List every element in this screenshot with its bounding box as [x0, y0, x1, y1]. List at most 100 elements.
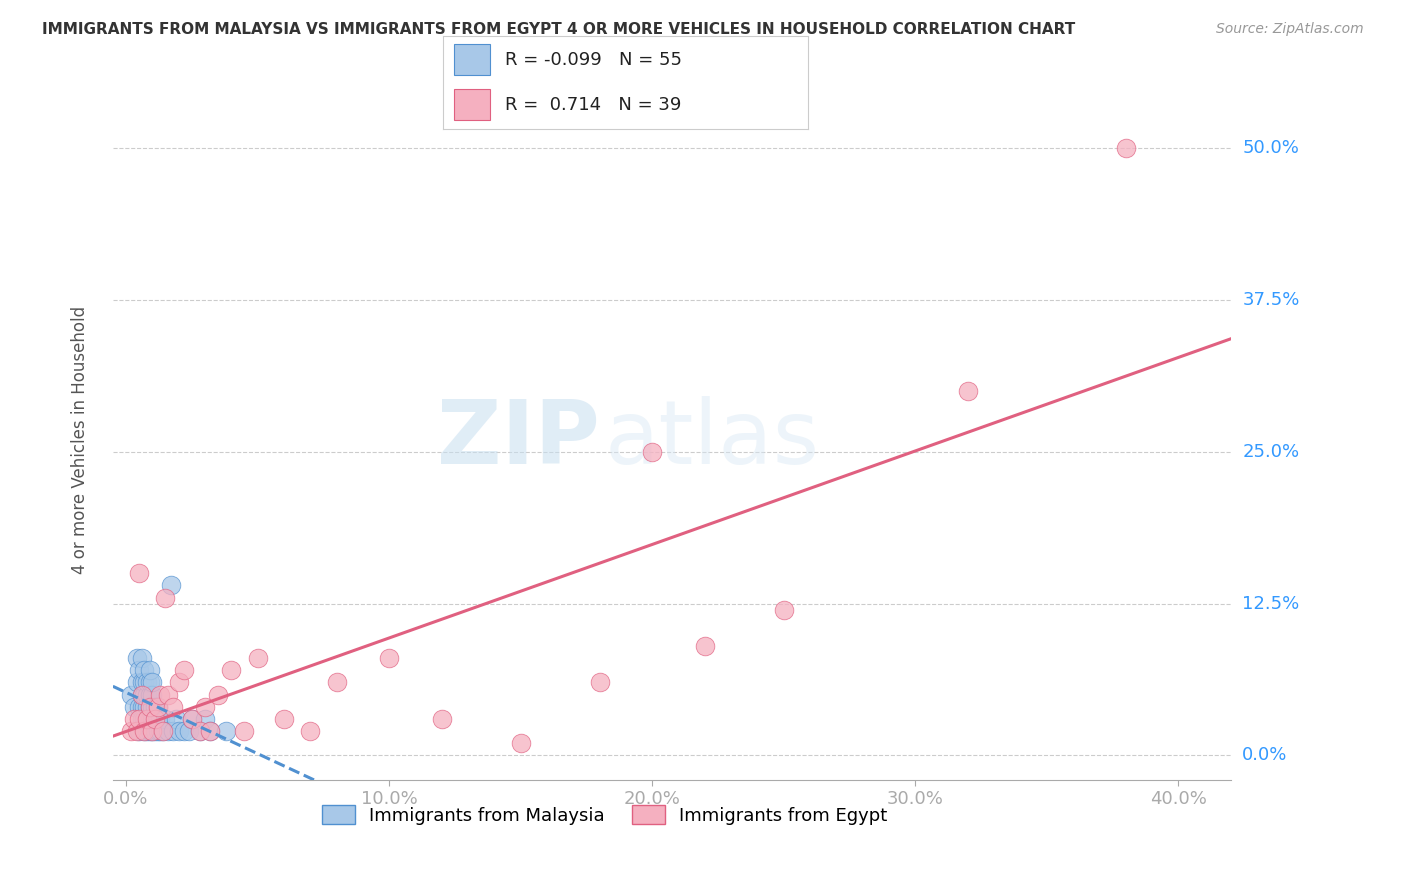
- Text: R = -0.099   N = 55: R = -0.099 N = 55: [505, 51, 682, 69]
- Point: [134, 675, 156, 690]
- FancyBboxPatch shape: [454, 44, 491, 75]
- Point: [246, 651, 269, 665]
- Point: [157, 688, 180, 702]
- Point: [136, 712, 159, 726]
- Point: [173, 724, 195, 739]
- Point: [131, 688, 153, 702]
- Legend: Immigrants from Malaysia, Immigrants from Egypt: Immigrants from Malaysia, Immigrants fro…: [315, 798, 894, 831]
- Point: [165, 712, 187, 726]
- Point: [134, 724, 156, 739]
- Point: [138, 699, 160, 714]
- Text: 12.5%: 12.5%: [1243, 595, 1299, 613]
- Point: [149, 688, 172, 702]
- Point: [149, 724, 172, 739]
- Point: [136, 712, 159, 726]
- Point: [141, 688, 163, 702]
- Point: [956, 384, 979, 398]
- Text: atlas: atlas: [605, 396, 820, 483]
- Point: [509, 736, 531, 750]
- Point: [155, 712, 177, 726]
- Point: [219, 664, 242, 678]
- Point: [200, 724, 222, 739]
- Point: [141, 724, 163, 739]
- Text: 50.0%: 50.0%: [1243, 139, 1299, 157]
- Point: [179, 724, 201, 739]
- Point: [143, 724, 166, 739]
- Point: [146, 699, 169, 714]
- Point: [299, 724, 322, 739]
- Point: [136, 688, 159, 702]
- Point: [588, 675, 610, 690]
- Point: [141, 724, 163, 739]
- Point: [188, 724, 211, 739]
- Point: [128, 699, 150, 714]
- Point: [207, 688, 229, 702]
- Point: [772, 602, 794, 616]
- Point: [143, 699, 166, 714]
- Point: [138, 724, 160, 739]
- Point: [180, 712, 202, 726]
- Point: [200, 724, 222, 739]
- Point: [143, 712, 166, 726]
- Point: [131, 712, 153, 726]
- Text: IMMIGRANTS FROM MALAYSIA VS IMMIGRANTS FROM EGYPT 4 OR MORE VEHICLES IN HOUSEHOL: IMMIGRANTS FROM MALAYSIA VS IMMIGRANTS F…: [42, 22, 1076, 37]
- Point: [693, 639, 716, 653]
- Point: [141, 712, 163, 726]
- Point: [152, 724, 174, 739]
- Point: [141, 699, 163, 714]
- Point: [325, 675, 347, 690]
- Point: [136, 724, 159, 739]
- Point: [149, 712, 172, 726]
- Text: ZIP: ZIP: [436, 396, 599, 483]
- Point: [125, 724, 148, 739]
- Point: [122, 699, 145, 714]
- Point: [188, 724, 211, 739]
- Text: R =  0.714   N = 39: R = 0.714 N = 39: [505, 95, 682, 113]
- Point: [167, 724, 190, 739]
- Point: [131, 699, 153, 714]
- Point: [138, 712, 160, 726]
- Point: [131, 688, 153, 702]
- Point: [136, 675, 159, 690]
- Point: [128, 724, 150, 739]
- Point: [134, 712, 156, 726]
- Point: [159, 578, 181, 592]
- Point: [134, 664, 156, 678]
- Point: [128, 566, 150, 581]
- Point: [120, 724, 142, 739]
- Point: [136, 699, 159, 714]
- Point: [162, 724, 184, 739]
- Point: [138, 699, 160, 714]
- Text: 37.5%: 37.5%: [1243, 291, 1299, 309]
- Point: [120, 688, 142, 702]
- FancyBboxPatch shape: [454, 89, 491, 120]
- Point: [146, 699, 169, 714]
- Point: [152, 724, 174, 739]
- Point: [131, 651, 153, 665]
- Point: [167, 675, 190, 690]
- Point: [430, 712, 453, 726]
- Point: [146, 724, 169, 739]
- Point: [378, 651, 401, 665]
- Point: [138, 675, 160, 690]
- Point: [233, 724, 256, 739]
- Point: [125, 675, 148, 690]
- Point: [125, 651, 148, 665]
- Text: 0.0%: 0.0%: [1243, 747, 1288, 764]
- Point: [162, 699, 184, 714]
- Text: Source: ZipAtlas.com: Source: ZipAtlas.com: [1216, 22, 1364, 37]
- Point: [134, 724, 156, 739]
- Point: [138, 664, 160, 678]
- Point: [1115, 141, 1137, 155]
- Point: [134, 699, 156, 714]
- Point: [173, 664, 195, 678]
- Point: [128, 664, 150, 678]
- Point: [138, 688, 160, 702]
- Point: [180, 712, 202, 726]
- Point: [131, 675, 153, 690]
- Point: [134, 688, 156, 702]
- Point: [215, 724, 238, 739]
- Point: [273, 712, 295, 726]
- Text: 25.0%: 25.0%: [1243, 442, 1299, 461]
- Y-axis label: 4 or more Vehicles in Household: 4 or more Vehicles in Household: [72, 306, 89, 574]
